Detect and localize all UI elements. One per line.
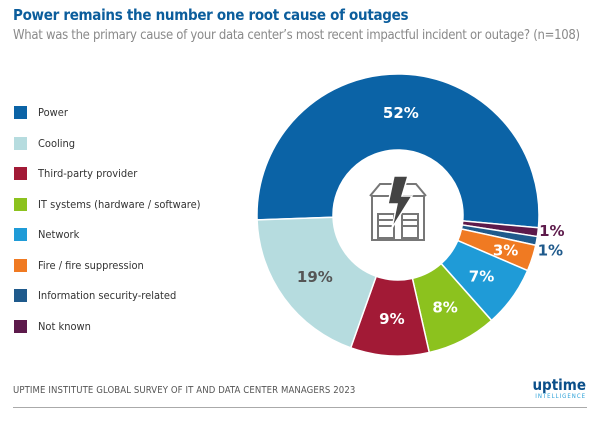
legend-item: IT systems (hardware / software) [14,197,201,211]
data-label: 9% [379,310,404,328]
legend-item: Network [14,228,79,241]
legend-label: Power [38,106,68,119]
footer-divider [13,407,587,408]
legend-item: Not known [14,319,91,333]
legend-item: Power [14,106,68,119]
chart-title: Power remains the number one root cause … [13,6,409,24]
data-label: 19% [297,268,333,286]
legend-swatch [14,228,27,241]
legend-item: Fire / fire suppression [14,258,144,272]
legend-label: Third-party provider [38,167,138,180]
legend-swatch [14,289,27,302]
legend-swatch [14,167,27,180]
logo-sub: INTELLIGENCE [535,393,586,400]
legend-label: Information security-related [38,289,177,302]
footer-source: UPTIME INSTITUTE GLOBAL SURVEY OF IT AND… [13,385,356,396]
building-lightning-icon [369,175,427,241]
legend-label: IT systems (hardware / software) [38,197,201,211]
legend-item: Information security-related [14,289,176,302]
chart-subtitle: What was the primary cause of your data … [13,28,580,43]
legend-label: Fire / fire suppression [38,258,144,272]
data-label: 3% [493,242,518,260]
uptime-logo: uptime INTELLIGENCE [532,376,586,401]
data-label: 52% [383,104,419,122]
legend-swatch [14,197,27,211]
data-label: 1% [539,222,564,240]
legend-swatch [14,106,27,119]
data-label: 1% [538,242,563,260]
data-label: 8% [432,299,457,317]
logo-name: uptime [532,376,586,394]
legend-item: Cooling [14,136,76,150]
legend-label: Cooling [38,136,76,150]
legend-swatch [14,258,27,272]
legend-item: Third-party provider [14,167,137,180]
slice-cooling [256,216,378,349]
legend-label: Not known [38,319,91,333]
legend-swatch [14,136,27,150]
legend-label: Network [38,228,80,241]
data-label: 7% [469,267,494,285]
slice-power [256,73,540,229]
legend-swatch [14,319,27,333]
